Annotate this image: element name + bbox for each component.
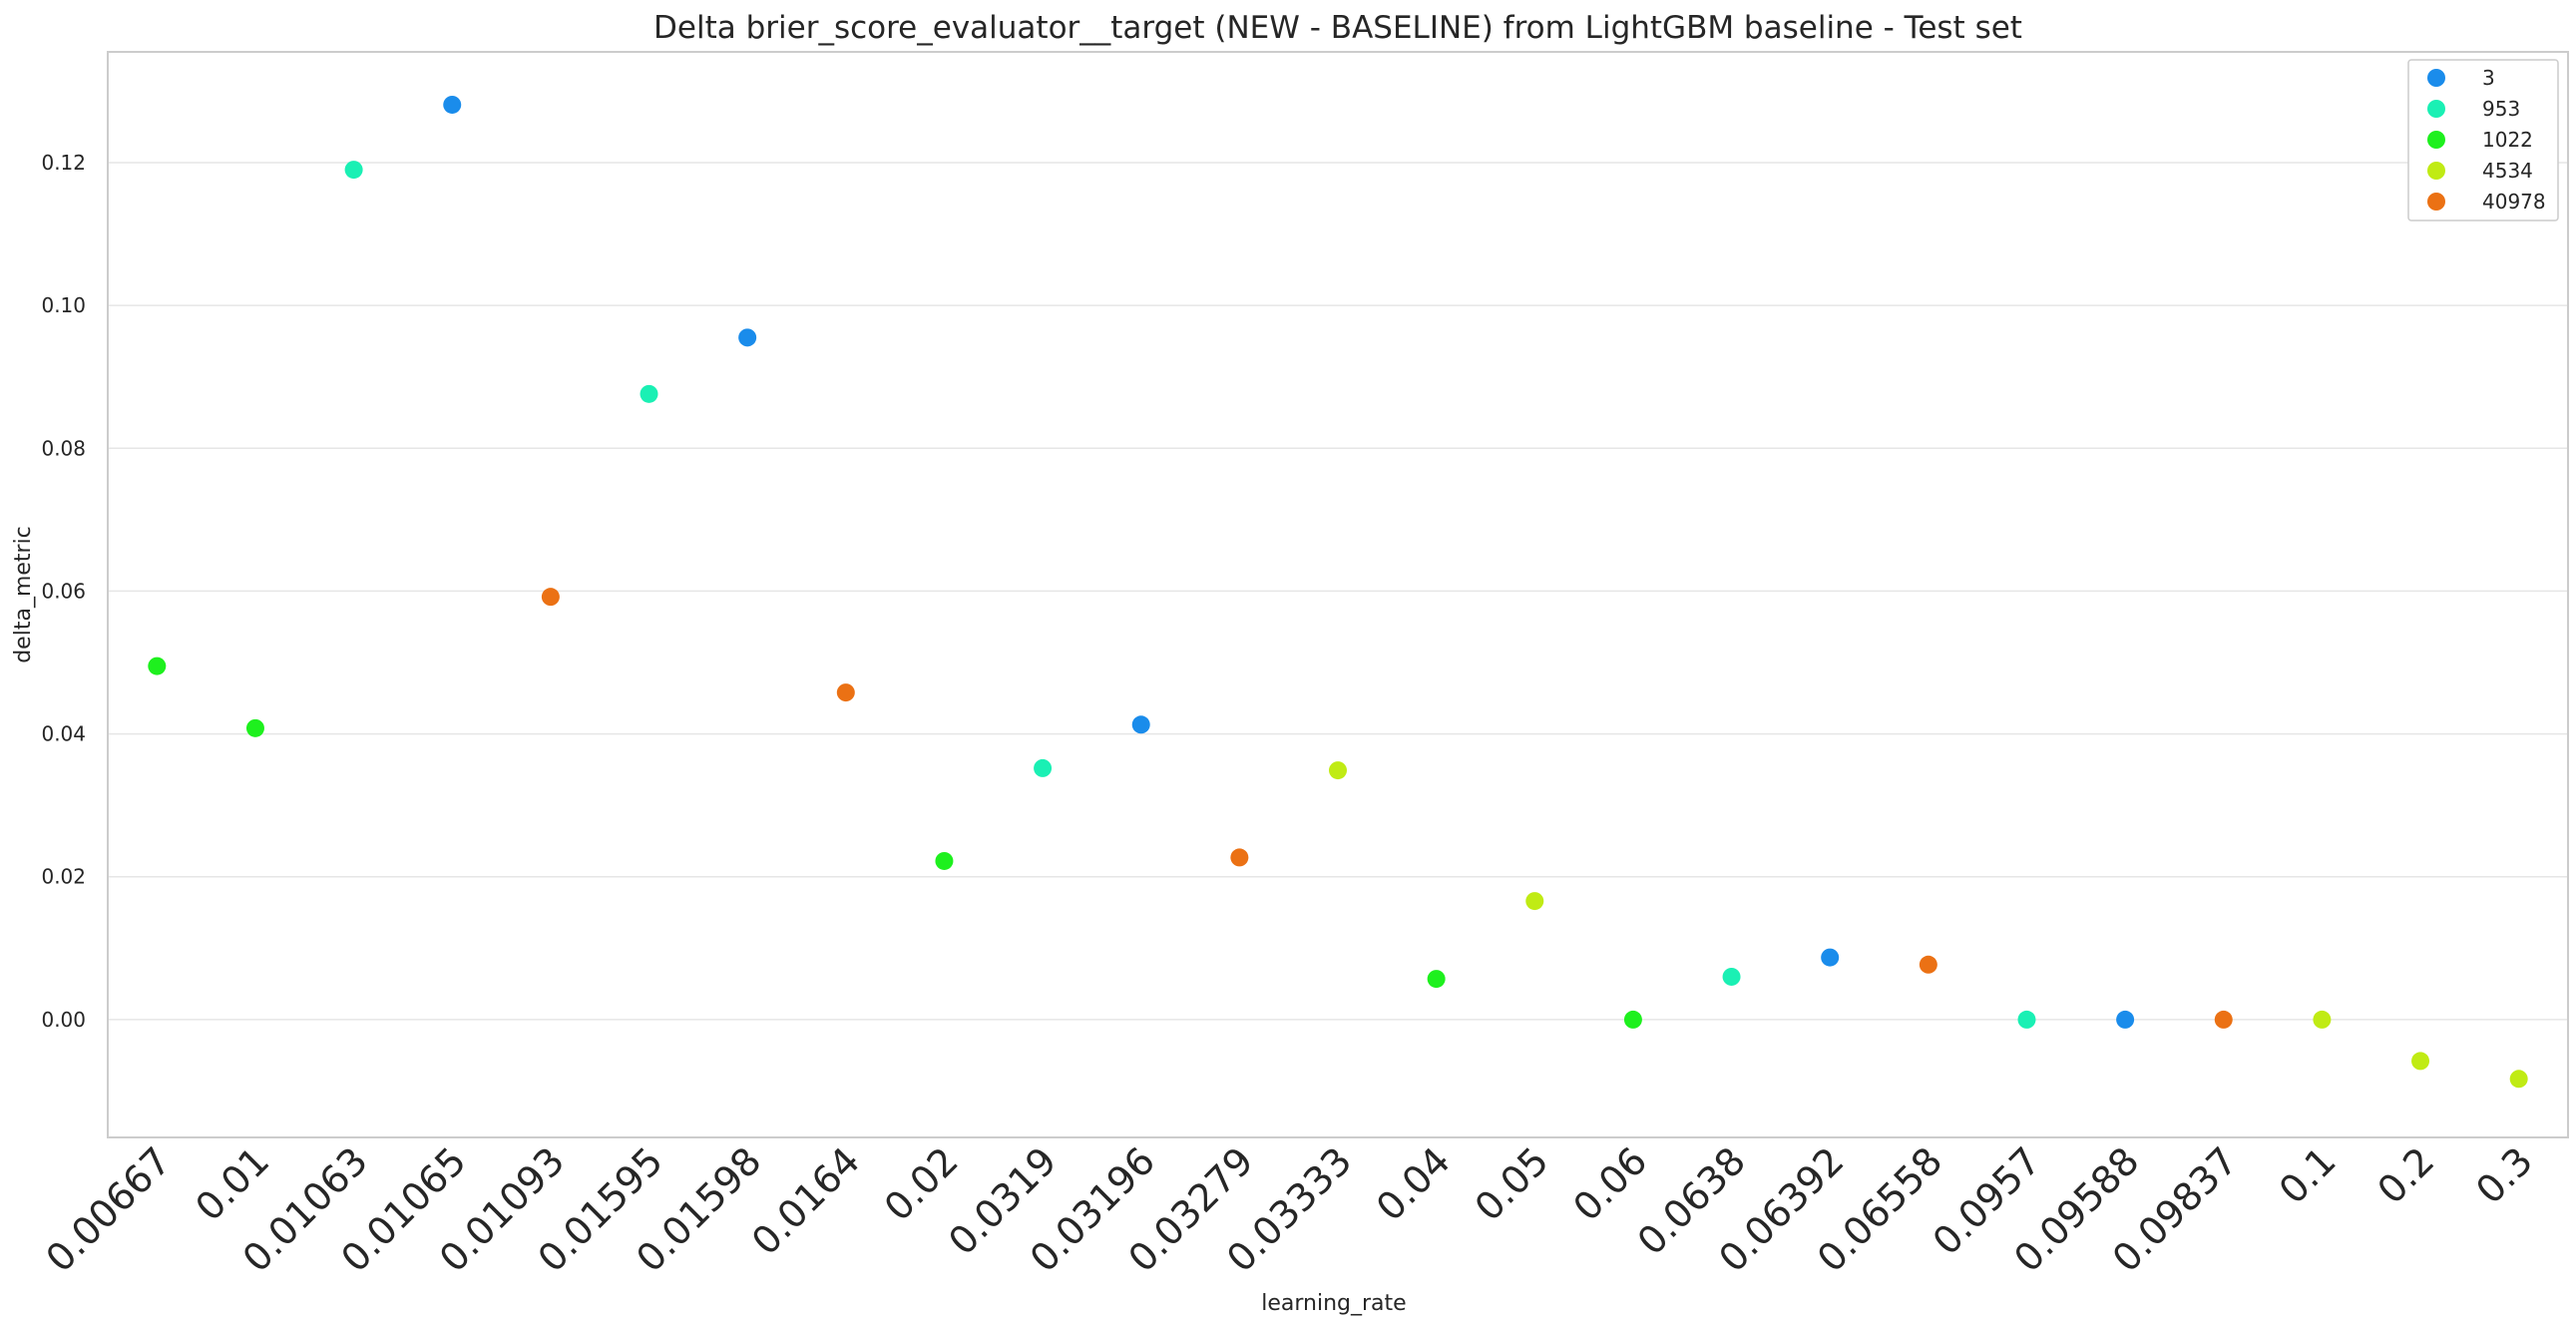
legend-marker bbox=[2427, 100, 2445, 118]
y-tick-label: 0.12 bbox=[41, 151, 86, 175]
x-axis-label: learning_rate bbox=[1261, 1291, 1406, 1316]
x-tick-label: 0.04 bbox=[1368, 1138, 1459, 1229]
data-point bbox=[1722, 967, 1741, 986]
data-point bbox=[1821, 948, 1840, 967]
data-point bbox=[1525, 892, 1544, 911]
data-point bbox=[738, 328, 757, 347]
chart-title: Delta brier_score_evaluator__target (NEW… bbox=[653, 10, 2022, 46]
data-point bbox=[2313, 1010, 2332, 1029]
data-point bbox=[2116, 1010, 2135, 1029]
legend-box bbox=[2407, 59, 2559, 221]
y-tick-label: 0.04 bbox=[41, 722, 86, 746]
data-point bbox=[1230, 848, 1249, 867]
y-tick-label: 0.00 bbox=[41, 1008, 86, 1032]
legend-marker bbox=[2427, 131, 2445, 149]
y-tick-labels: 0.00 0.02 0.04 0.06 0.08 0.10 0.12 bbox=[41, 151, 86, 1032]
legend-label: 4534 bbox=[2482, 159, 2533, 183]
data-point bbox=[1919, 955, 1937, 974]
legend-marker bbox=[2427, 69, 2445, 87]
legend-label: 953 bbox=[2482, 97, 2520, 121]
x-tick-label: 0.02 bbox=[876, 1138, 967, 1229]
x-tick-label: 0.1 bbox=[2271, 1138, 2345, 1212]
gridlines bbox=[108, 162, 2568, 1021]
data-point bbox=[245, 718, 264, 737]
data-point bbox=[344, 161, 363, 180]
data-point bbox=[1427, 970, 1446, 989]
x-tick-label: 0.06 bbox=[1564, 1138, 1655, 1229]
x-tick-label: 0.00667 bbox=[37, 1138, 179, 1280]
y-tick-label: 0.06 bbox=[41, 579, 86, 603]
y-axis-label: delta_metric bbox=[11, 526, 36, 663]
data-point bbox=[443, 95, 462, 114]
legend-marker bbox=[2427, 193, 2445, 211]
y-tick-label: 0.10 bbox=[41, 293, 86, 317]
data-point bbox=[541, 588, 560, 607]
legend-marker bbox=[2427, 162, 2445, 180]
data-point bbox=[1034, 758, 1053, 777]
plot-area bbox=[108, 52, 2568, 1137]
legend-label: 40978 bbox=[2482, 190, 2546, 214]
data-points bbox=[148, 95, 2528, 1089]
x-tick-label: 0.05 bbox=[1467, 1138, 1557, 1229]
y-tick-label: 0.08 bbox=[41, 436, 86, 460]
x-tick-label: 0.3 bbox=[2467, 1138, 2541, 1212]
legend-label: 1022 bbox=[2482, 128, 2533, 152]
data-point bbox=[2017, 1010, 2036, 1029]
x-tick-label: 0.0164 bbox=[743, 1138, 868, 1263]
legend-label: 3 bbox=[2482, 66, 2495, 90]
data-point bbox=[148, 657, 167, 675]
y-tick-label: 0.02 bbox=[41, 865, 86, 889]
data-point bbox=[935, 851, 954, 870]
data-point bbox=[640, 384, 658, 403]
data-point bbox=[2411, 1052, 2430, 1071]
data-point bbox=[836, 683, 855, 702]
x-tick-labels: 0.00667 0.010.010630.010650.010930.015950… bbox=[37, 1138, 2541, 1280]
x-tick-label: 0.2 bbox=[2369, 1138, 2443, 1212]
x-tick-label: 0.01 bbox=[187, 1138, 277, 1229]
data-point bbox=[2214, 1010, 2233, 1029]
data-point bbox=[1131, 715, 1150, 734]
data-point bbox=[2509, 1070, 2528, 1089]
data-point bbox=[1623, 1010, 1642, 1029]
plot-frame bbox=[107, 51, 2569, 1138]
legend: 3 953 1022 4534 40978 bbox=[2407, 59, 2559, 221]
data-point bbox=[1329, 761, 1347, 780]
